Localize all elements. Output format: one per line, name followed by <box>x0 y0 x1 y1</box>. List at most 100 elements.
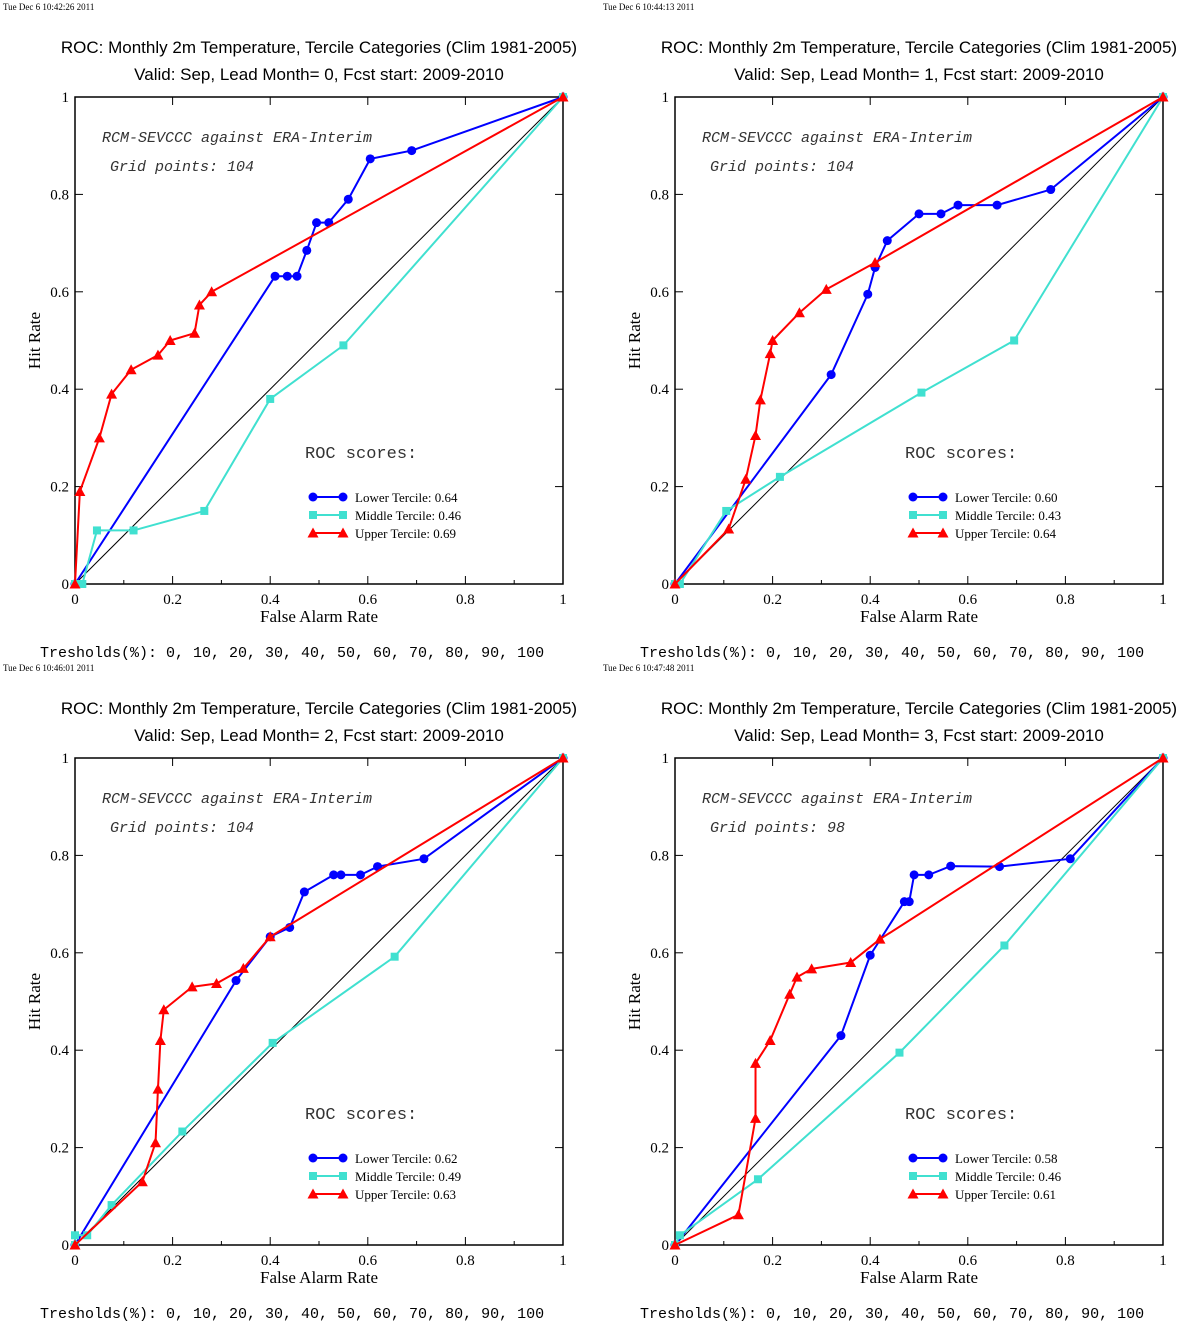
roc-panel-lead-3: Tue Dec 6 10:47:48 2011 ROC: Monthly 2m T… <box>600 661 1200 1322</box>
data-point-triangle <box>869 257 881 268</box>
data-point-circle <box>355 870 365 880</box>
data-point-square <box>1000 941 1009 950</box>
data-point-square <box>895 1048 904 1057</box>
y-tick-label: 0.4 <box>50 1043 69 1059</box>
annotation-grid-points: Grid points: 104 <box>110 159 254 176</box>
y-tick-label: 0.8 <box>650 848 669 864</box>
data-point-square <box>917 388 926 397</box>
thresholds-text: Tresholds(%): 0, 10, 20, 30, 40, 50, 60,… <box>640 645 1144 661</box>
data-point-square <box>83 1231 92 1240</box>
legend-marker <box>307 1188 319 1199</box>
roc-panel-lead-2: Tue Dec 6 10:46:01 2011 ROC: Monthly 2m T… <box>0 661 600 1322</box>
data-point-triangle <box>69 1239 81 1250</box>
chart-subtitle: Valid: Sep, Lead Month= 2, Fcst start: 2… <box>134 726 504 745</box>
y-tick-label: 1 <box>62 751 70 767</box>
data-point-triangle <box>150 1137 162 1148</box>
legend-entry: Upper Tercile: 0.64 <box>955 526 1057 541</box>
roc-panel-lead-0: Tue Dec 6 10:42:26 2011 ROC: Monthly 2m T… <box>0 0 600 661</box>
data-point-square <box>1010 336 1019 345</box>
data-point-square <box>390 952 399 961</box>
timestamp: Tue Dec 6 10:42:26 2011 <box>3 2 94 12</box>
timestamp: Tue Dec 6 10:46:01 2011 <box>3 663 94 673</box>
y-tick-label: 0.8 <box>50 187 69 203</box>
x-tick-label: 0 <box>71 1253 79 1269</box>
legend-marker <box>939 511 947 519</box>
data-point-triangle <box>764 1034 776 1045</box>
data-point-circle <box>312 218 322 228</box>
data-point-square <box>129 526 138 535</box>
x-tick-label: 0.4 <box>861 1253 880 1269</box>
data-point-triangle <box>750 1112 762 1123</box>
data-point-triangle <box>106 388 118 399</box>
data-point-square <box>200 506 209 515</box>
data-point-triangle <box>820 283 832 294</box>
roc-scores-title: ROC scores: <box>905 445 1017 464</box>
roc-scores-title: ROC scores: <box>905 1106 1017 1125</box>
legend-marker <box>908 1153 918 1163</box>
data-point-triangle <box>750 1057 762 1068</box>
x-axis-label: False Alarm Rate <box>260 607 378 626</box>
data-point-square <box>753 1175 762 1184</box>
x-axis-label: False Alarm Rate <box>860 607 978 626</box>
x-tick-label: 0.6 <box>358 592 377 608</box>
data-point-circle <box>826 370 836 380</box>
data-point-triangle <box>154 1034 166 1045</box>
legend-marker <box>338 492 348 502</box>
data-point-circle <box>914 209 924 219</box>
data-point-triangle <box>74 485 86 496</box>
y-tick-label: 0.2 <box>50 480 69 496</box>
no-skill-diagonal <box>674 757 1164 1246</box>
roc-chart-lead-0: Tue Dec 6 10:42:26 2011 ROC: Monthly 2m T… <box>3 2 577 661</box>
legend-marker <box>339 511 347 519</box>
y-tick-label: 0.2 <box>650 1141 669 1157</box>
data-point-square <box>775 472 784 481</box>
legend-marker <box>337 1188 349 1199</box>
data-point-triangle <box>732 1209 744 1220</box>
x-tick-label: 0.2 <box>763 592 782 608</box>
data-point-circle <box>336 870 346 880</box>
annotation-source: RCM-SEVCCC against ERA-Interim <box>102 791 372 808</box>
legend-marker <box>308 492 318 502</box>
data-point-triangle <box>764 348 776 359</box>
legend-marker <box>339 1172 347 1180</box>
y-axis-label: Hit Rate <box>625 312 644 369</box>
data-point-square <box>78 580 87 588</box>
data-point-square <box>266 394 275 403</box>
y-tick-label: 0.6 <box>650 946 669 962</box>
timestamp: Tue Dec 6 10:47:48 2011 <box>603 663 694 673</box>
x-tick-label: 0 <box>671 592 679 608</box>
legend-marker <box>938 1153 948 1163</box>
annotation-source: RCM-SEVCCC against ERA-Interim <box>702 130 972 147</box>
data-point-triangle <box>767 335 779 345</box>
legend-marker <box>909 1172 917 1180</box>
y-tick-label: 0.2 <box>50 1141 69 1157</box>
chart-subtitle: Valid: Sep, Lead Month= 3, Fcst start: 2… <box>734 726 1104 745</box>
series-line-square <box>75 96 564 585</box>
chart-title: ROC: Monthly 2m Temperature, Tercile Cat… <box>661 38 1177 57</box>
data-point-triangle <box>189 327 201 338</box>
data-point-circle <box>936 209 946 219</box>
x-tick-label: 0.4 <box>261 1253 280 1269</box>
data-point-triangle <box>1157 91 1169 102</box>
chart-title: ROC: Monthly 2m Temperature, Tercile Cat… <box>61 38 577 57</box>
annotation-grid-points: Grid points: 98 <box>710 820 845 837</box>
data-point-circle <box>836 1031 846 1041</box>
y-tick-label: 0.4 <box>650 1043 669 1059</box>
legend-entry: Lower Tercile: 0.64 <box>355 490 458 505</box>
x-tick-label: 0.6 <box>958 592 977 608</box>
x-tick-label: 0.4 <box>261 592 280 608</box>
chart-subtitle: Valid: Sep, Lead Month= 1, Fcst start: 2… <box>734 65 1104 84</box>
data-point-circle <box>1046 185 1056 195</box>
data-point-circle <box>365 154 375 164</box>
thresholds-text: Tresholds(%): 0, 10, 20, 30, 40, 50, 60,… <box>40 1306 544 1322</box>
y-tick-label: 0 <box>62 1238 70 1254</box>
y-axis-label: Hit Rate <box>25 312 44 369</box>
data-point-triangle <box>1157 752 1169 763</box>
roc-chart-lead-1: Tue Dec 6 10:44:13 2011 ROC: Monthly 2m T… <box>603 2 1177 661</box>
data-point-triangle <box>740 473 752 484</box>
data-point-triangle <box>164 335 176 345</box>
data-point-circle <box>924 870 934 880</box>
data-point-circle <box>882 236 892 246</box>
y-tick-label: 0.6 <box>650 285 669 301</box>
data-point-triangle <box>557 91 569 102</box>
